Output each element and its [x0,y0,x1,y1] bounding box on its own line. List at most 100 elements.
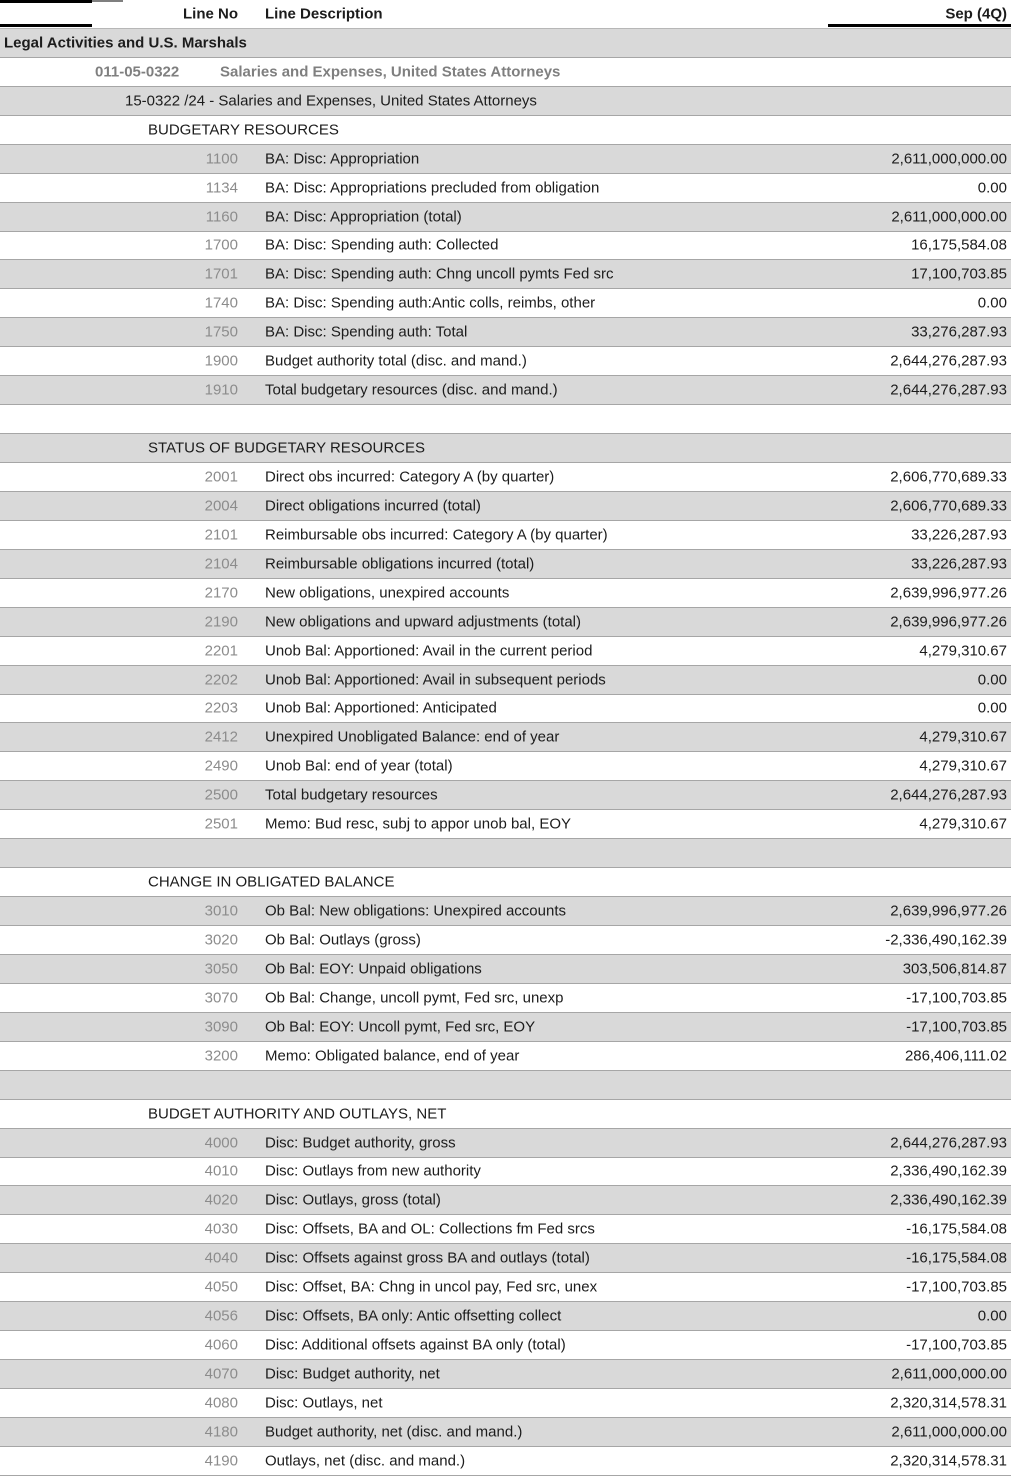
line-no-cell: 4060 [204,1336,238,1354]
table-row-line-4180[interactable]: 4180 Budget authority, net (disc. and ma… [0,1417,1011,1447]
line-no-cell: 3200 [204,1047,238,1065]
table-row-line-3070[interactable]: 3070 Ob Bal: Change, uncoll pymt, Fed sr… [0,983,1011,1013]
amount-cell: 16,175,584.08 [911,236,1007,254]
line-description-cell: Unob Bal: Apportioned: Anticipated [265,699,497,717]
line-no-cell: 4030 [204,1220,238,1238]
table-row-line-2001[interactable]: 2001 Direct obs incurred: Category A (by… [0,463,1011,492]
table-row-line-2170[interactable]: 2170 New obligations, unexpired accounts… [0,578,1011,608]
line-description-cell: New obligations, unexpired accounts [265,584,510,602]
amount-cell: 2,611,000,000.00 [891,208,1007,226]
line-description-cell: Direct obs incurred: Category A (by quar… [265,468,555,486]
amount-cell: 2,320,314,578.31 [890,1452,1007,1470]
table-row-line-1910[interactable]: 1910 Total budgetary resources (disc. an… [0,376,1011,406]
line-no-cell: 2104 [204,555,238,573]
line-no-cell: 1740 [204,294,238,312]
table-row-line-4010[interactable]: 4010 Disc: Outlays from new authority 2,… [0,1157,1011,1187]
amount-cell: 2,639,996,977.26 [890,613,1007,631]
line-no-cell: 2490 [204,757,238,775]
amount-cell: -17,100,703.85 [906,1018,1007,1036]
line-description-cell: Unob Bal: Apportioned: Avail in subseque… [265,671,606,689]
table-row-line-2104[interactable]: 2104 Reimbursable obligations incurred (… [0,549,1011,579]
table-row-line-4000[interactable]: 4000 Disc: Budget authority, gross 2,644… [0,1128,1011,1158]
table-row-line-3200[interactable]: 3200 Memo: Obligated balance, end of yea… [0,1041,1011,1071]
line-description-cell: BA: Disc: Spending auth:Antic colls, rei… [265,294,596,312]
line-description-cell: Ob Bal: Change, uncoll pymt, Fed src, un… [265,989,564,1007]
table-row-line-4060[interactable]: 4060 Disc: Additional offsets against BA… [0,1331,1011,1361]
line-no-cell: 3050 [204,960,238,978]
line-no-cell: 2501 [204,815,238,833]
table-row-line-4040[interactable]: 4040 Disc: Offsets against gross BA and … [0,1244,1011,1274]
bureau-row[interactable]: Legal Activities and U.S. Marshals [0,28,1011,58]
amount-cell: 0.00 [977,699,1007,717]
table-row-line-2490[interactable]: 2490 Unob Bal: end of year (total) 4,279… [0,752,1011,782]
amount-cell: 2,606,770,689.33 [890,468,1007,486]
table-row-line-3090[interactable]: 3090 Ob Bal: EOY: Uncoll pymt, Fed src, … [0,1012,1011,1042]
section-header-row[interactable]: STATUS OF BUDGETARY RESOURCES [0,434,1011,463]
line-no-cell: 2412 [204,728,238,746]
table-row-line-2501[interactable]: 2501 Memo: Bud resc, subj to appor unob … [0,810,1011,840]
section-header-row[interactable]: CHANGE IN OBLIGATED BALANCE [0,868,1011,898]
table-row-line-4030[interactable]: 4030 Disc: Offsets, BA and OL: Collectio… [0,1215,1011,1245]
table-row-line-2203[interactable]: 2203 Unob Bal: Apportioned: Anticipated … [0,694,1011,724]
line-description-cell: Direct obligations incurred (total) [265,497,481,515]
header-corner-top-border [0,0,92,3]
amount-cell: 0.00 [977,1307,1007,1325]
table-row-line-2004[interactable]: 2004 Direct obligations incurred (total)… [0,491,1011,521]
line-description-cell: BA: Disc: Appropriations precluded from … [265,179,600,197]
amount-cell: 2,336,490,162.39 [890,1191,1007,1209]
table-row-line-1160[interactable]: 1160 BA: Disc: Appropriation (total) 2,6… [0,202,1011,232]
table-row-line-3050[interactable]: 3050 Ob Bal: EOY: Unpaid obligations 303… [0,954,1011,984]
table-row-line-2190[interactable]: 2190 New obligations and upward adjustme… [0,607,1011,637]
table-row-line-1700[interactable]: 1700 BA: Disc: Spending auth: Collected … [0,231,1011,261]
column-header-row[interactable]: Line No Line Description Sep (4Q) [0,0,1011,29]
line-no-cell: 1160 [205,208,238,226]
line-description-cell: Budget authority total (disc. and mand.) [265,352,527,370]
table-row-line-2101[interactable]: 2101 Reimbursable obs incurred: Category… [0,520,1011,550]
table-row-line-2412[interactable]: 2412 Unexpired Unobligated Balance: end … [0,723,1011,753]
amount-cell: 33,226,287.93 [911,526,1007,544]
line-description-cell: Disc: Outlays, gross (total) [265,1191,441,1209]
table-row-line-4020[interactable]: 4020 Disc: Outlays, gross (total) 2,336,… [0,1186,1011,1216]
tafs-row[interactable]: 15-0322 /24 - Salaries and Expenses, Uni… [0,86,1011,116]
section-title: STATUS OF BUDGETARY RESOURCES [148,439,425,457]
table-row-line-1701[interactable]: 1701 BA: Disc: Spending auth: Chng uncol… [0,260,1011,290]
line-no-cell: 3090 [204,1018,238,1036]
section-header-row[interactable]: BUDGETARY RESOURCES [0,115,1011,145]
line-description-cell: Ob Bal: New obligations: Unexpired accou… [265,902,566,920]
section-header-row[interactable]: BUDGET AUTHORITY AND OUTLAYS, NET [0,1099,1011,1129]
table-row-line-4080[interactable]: 4080 Disc: Outlays, net 2,320,314,578.31 [0,1389,1011,1418]
table-row-line-4056[interactable]: 4056 Disc: Offsets, BA only: Antic offse… [0,1302,1011,1332]
line-description-cell: Outlays, net (disc. and mand.) [265,1452,466,1470]
table-row-line-3010[interactable]: 3010 Ob Bal: New obligations: Unexpired … [0,897,1011,926]
table-row-line-4070[interactable]: 4070 Disc: Budget authority, net 2,611,0… [0,1360,1011,1389]
table-row-line-1100[interactable]: 1100 BA: Disc: Appropriation 2,611,000,0… [0,144,1011,174]
blank-row [0,405,1011,435]
line-no-cell: 1700 [204,236,238,254]
table-row-line-2500[interactable]: 2500 Total budgetary resources 2,644,276… [0,781,1011,811]
line-no-cell: 4080 [204,1394,238,1412]
table-row-line-1134[interactable]: 1134 BA: Disc: Appropriations precluded … [0,173,1011,203]
amount-cell: 303,506,814.87 [902,960,1007,978]
section-title: CHANGE IN OBLIGATED BALANCE [148,873,395,891]
table-row-line-4190[interactable]: 4190 Outlays, net (disc. and mand.) 2,32… [0,1446,1011,1476]
line-no-cell: 2500 [204,786,238,804]
line-description-cell: Memo: Bud resc, subj to appor unob bal, … [265,815,571,833]
line-description-cell: Total budgetary resources [265,786,438,804]
table-row-line-2201[interactable]: 2201 Unob Bal: Apportioned: Avail in the… [0,636,1011,666]
table-row-line-3020[interactable]: 3020 Ob Bal: Outlays (gross) -2,336,490,… [0,926,1011,955]
table-row-line-2202[interactable]: 2202 Unob Bal: Apportioned: Avail in sub… [0,665,1011,695]
line-description-cell: Total budgetary resources (disc. and man… [265,381,558,399]
header-corner-bottom-border [0,23,92,27]
table-row-line-1750[interactable]: 1750 BA: Disc: Spending auth: Total 33,2… [0,318,1011,348]
amount-cell: 2,611,000,000.00 [891,1365,1007,1383]
line-description-cell: Disc: Additional offsets against BA only… [265,1336,566,1354]
table-row-line-1740[interactable]: 1740 BA: Disc: Spending auth:Antic colls… [0,289,1011,319]
line-description-cell: Ob Bal: EOY: Uncoll pymt, Fed src, EOY [265,1018,536,1036]
table-row-line-4050[interactable]: 4050 Disc: Offset, BA: Chng in uncol pay… [0,1273,1011,1303]
amount-cell: 17,100,703.85 [911,265,1007,283]
account-row[interactable]: 011-05-0322 Salaries and Expenses, Unite… [0,57,1011,87]
amount-cell: 2,644,276,287.93 [890,1134,1007,1152]
table-row-line-1900[interactable]: 1900 Budget authority total (disc. and m… [0,347,1011,377]
amount-cell: 0.00 [977,294,1007,312]
tafs-title: 15-0322 /24 - Salaries and Expenses, Uni… [125,92,537,110]
